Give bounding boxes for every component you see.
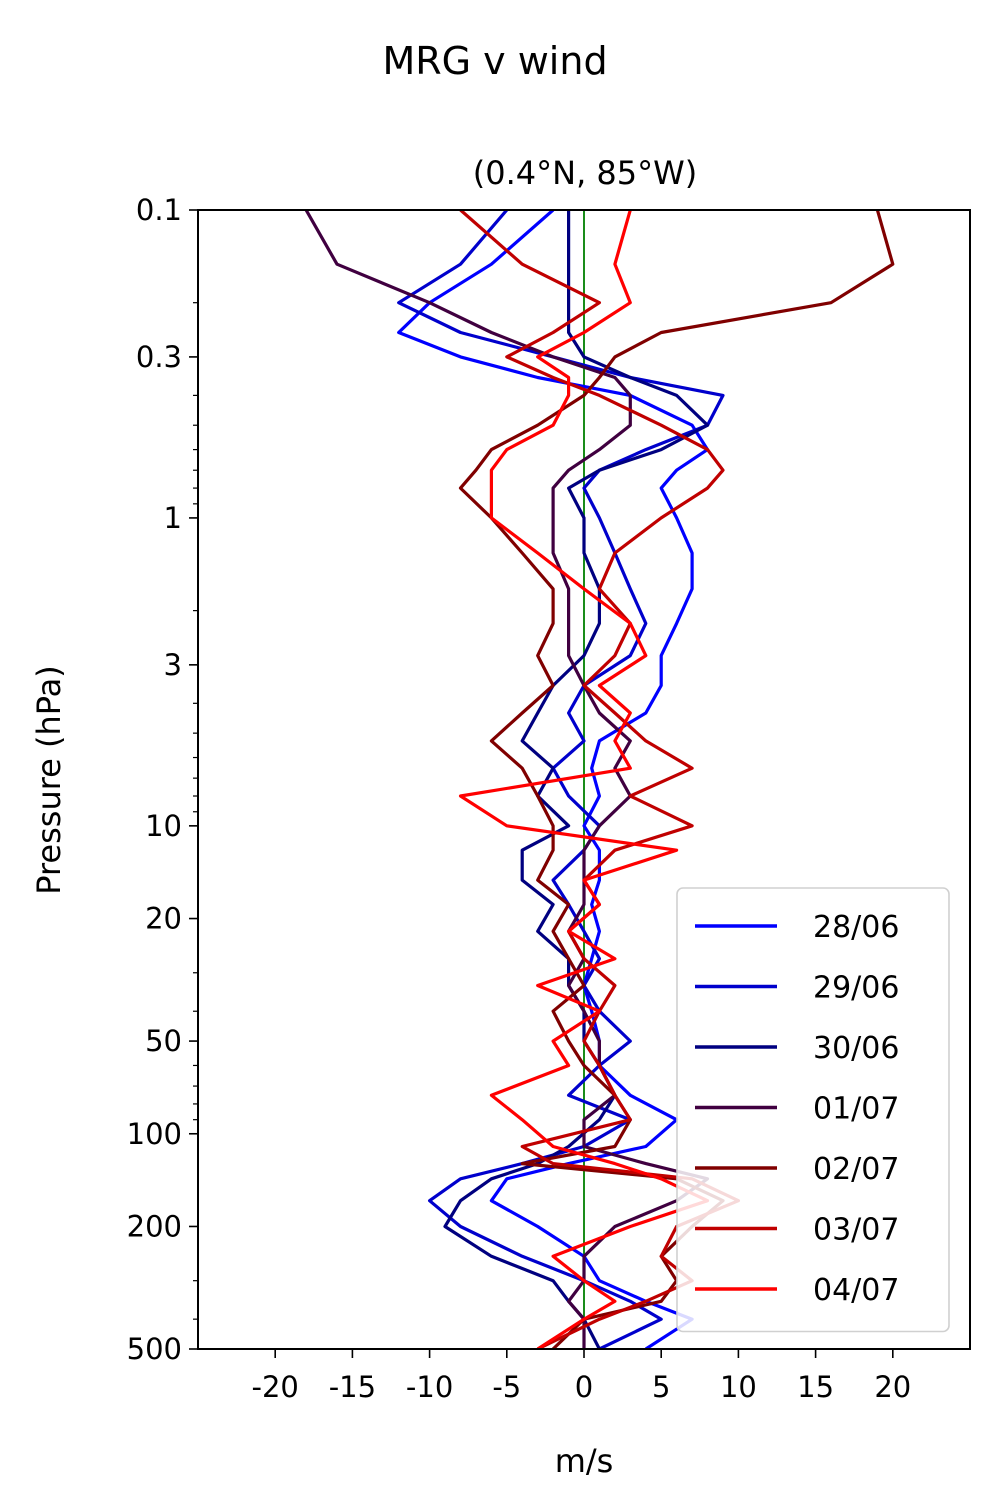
x-tick-label: 15: [797, 1370, 834, 1404]
y-axis-label: Pressure (hPa): [30, 665, 68, 895]
y-tick-label: 10: [145, 809, 182, 843]
x-tick-label: 0: [575, 1370, 593, 1404]
y-tick-label: 500: [127, 1332, 182, 1366]
series-line-30/06: [443, 210, 710, 1349]
chart-suptitle: MRG v wind: [382, 39, 607, 83]
legend-label: 01/07: [813, 1092, 899, 1127]
y-tick-label: 0.1: [136, 193, 182, 227]
legend-label: 03/07: [813, 1213, 899, 1248]
y-axis: 0.1 0.3 1 3 10 20 50 100 200 500: [127, 193, 198, 1366]
x-tick-label: -15: [329, 1370, 376, 1404]
legend-label: 28/06: [813, 910, 899, 945]
series-layer: [304, 210, 895, 1349]
x-tick-label: 10: [720, 1370, 757, 1404]
chart-title: (0.4°N, 85°W): [473, 154, 698, 192]
x-tick-label: -10: [406, 1370, 453, 1404]
y-tick-label: 200: [127, 1209, 182, 1243]
x-tick-label: -5: [492, 1370, 521, 1404]
legend-label: 02/07: [813, 1152, 899, 1187]
legend-label: 29/06: [813, 971, 899, 1006]
x-tick-label: 20: [874, 1370, 911, 1404]
y-tick-label: 20: [145, 902, 182, 936]
x-axis: -20 -15 -10 -5 0 5 10 15 20: [252, 1349, 911, 1404]
x-tick-label: 5: [652, 1370, 670, 1404]
y-tick-label: 100: [127, 1117, 182, 1151]
legend-label: 30/06: [813, 1031, 899, 1066]
series-line-28/06: [397, 210, 710, 1349]
legend-label: 04/07: [813, 1273, 899, 1308]
y-tick-label: 50: [145, 1024, 182, 1058]
x-axis-label: m/s: [555, 1442, 614, 1480]
y-tick-label: 3: [164, 648, 182, 682]
y-tick-label: 1: [164, 501, 182, 535]
x-tick-label: -20: [252, 1370, 299, 1404]
legend-box: [676, 887, 950, 1333]
legend: 28/06 29/06 30/06 01/07 02/07 03/07 04/07: [676, 887, 950, 1333]
series-line-04/07: [458, 210, 710, 1349]
y-tick-label: 0.3: [136, 340, 182, 374]
